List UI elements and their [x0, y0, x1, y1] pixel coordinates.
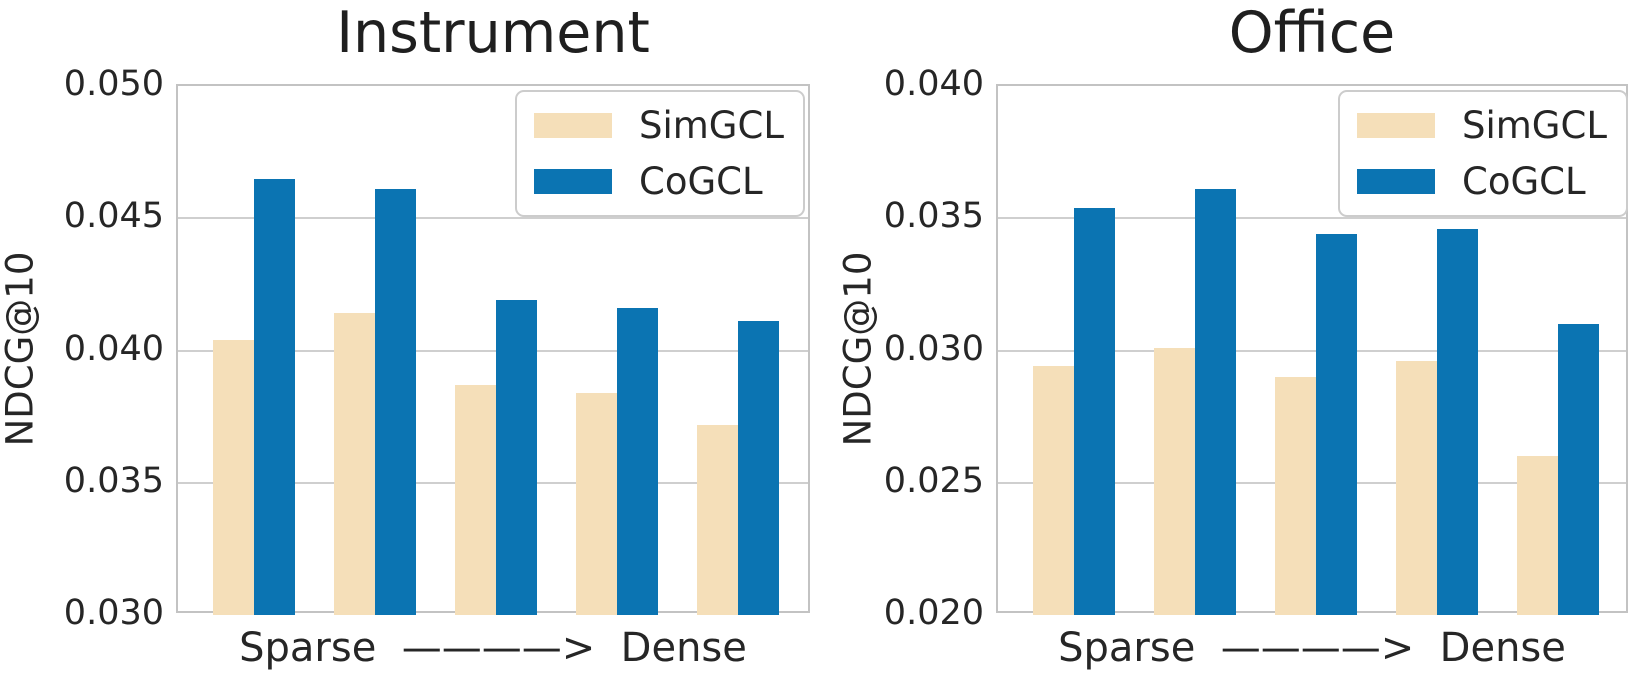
x-axis-label: Sparse ————> Dense	[239, 625, 747, 671]
y-tick-label: 0.050	[63, 64, 164, 104]
bar-cogcl-group3	[1316, 234, 1357, 615]
y-tick-label: 0.040	[883, 64, 984, 104]
legend-label-simgcl: SimGCL	[1462, 104, 1607, 148]
legend-row-cogcl: CoGCL	[534, 160, 803, 203]
bar-cogcl-group5	[1558, 324, 1599, 615]
bar-cogcl-group1	[1074, 207, 1115, 615]
legend-swatch-cogcl	[534, 168, 612, 194]
legend-label-simgcl: SimGCL	[639, 104, 784, 148]
gridline	[998, 349, 1626, 352]
bar-simgcl-group3	[455, 384, 496, 615]
bar-simgcl-group5	[697, 424, 738, 615]
y-tick-label: 0.040	[63, 328, 164, 369]
bar-simgcl-group2	[334, 313, 375, 615]
legend-swatch-simgcl	[534, 113, 612, 139]
bar-simgcl-group4	[576, 392, 617, 615]
bar-simgcl-group1	[1033, 366, 1074, 615]
bar-cogcl-group2	[1195, 189, 1236, 615]
legend: SimGCL CoGCL	[515, 90, 805, 217]
bar-simgcl-group1	[213, 339, 254, 615]
bar-simgcl-group3	[1275, 376, 1316, 615]
legend-row-simgcl: SimGCL	[1357, 104, 1626, 147]
bar-cogcl-group4	[1437, 228, 1478, 615]
gridline	[178, 349, 808, 352]
chart-title: Office	[1228, 0, 1396, 66]
legend-row-simgcl: SimGCL	[534, 104, 803, 147]
legend: SimGCL CoGCL	[1338, 90, 1628, 217]
legend-swatch-cogcl	[1357, 168, 1435, 194]
legend-label-cogcl: CoGCL	[1462, 159, 1586, 203]
y-tick-label: 0.035	[63, 460, 164, 501]
y-tick-label: 0.030	[63, 593, 164, 633]
legend-swatch-simgcl	[1357, 113, 1435, 139]
bar-cogcl-group3	[496, 300, 537, 615]
x-axis-label: Sparse ————> Dense	[1058, 625, 1566, 671]
gridline	[178, 217, 808, 220]
bar-simgcl-group4	[1396, 361, 1437, 615]
gridline	[998, 217, 1626, 220]
bar-simgcl-group2	[1154, 347, 1195, 615]
y-tick-label: 0.035	[883, 196, 984, 237]
bar-simgcl-group5	[1517, 456, 1558, 615]
bar-cogcl-group1	[254, 178, 295, 615]
bar-cogcl-group5	[738, 321, 779, 615]
legend-row-cogcl: CoGCL	[1357, 160, 1626, 203]
y-tick-label: 0.045	[63, 196, 164, 237]
y-tick-label: 0.025	[883, 460, 984, 501]
bar-cogcl-group2	[375, 189, 416, 615]
legend-label-cogcl: CoGCL	[639, 159, 763, 203]
bar-cogcl-group4	[617, 308, 658, 615]
y-tick-label: 0.030	[883, 328, 984, 369]
chart-title: Instrument	[336, 0, 650, 66]
y-tick-label: 0.020	[883, 593, 984, 633]
